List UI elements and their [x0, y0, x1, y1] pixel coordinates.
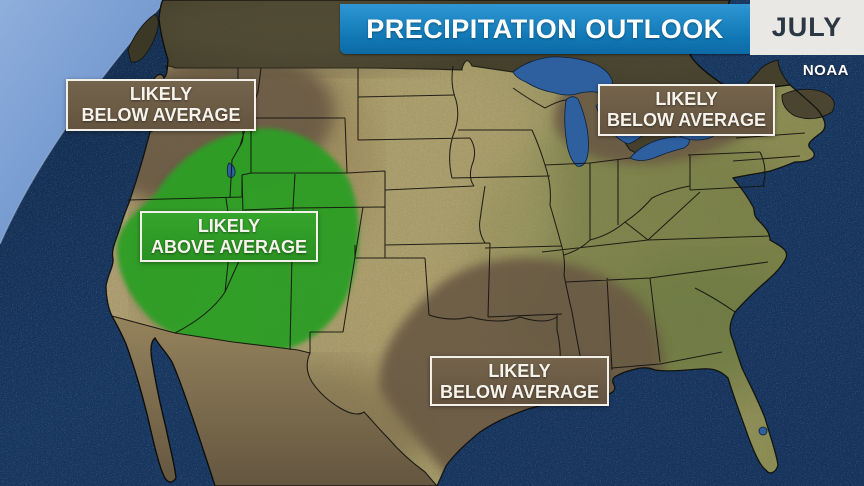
label-line2: BELOW AVERAGE [606, 110, 766, 131]
period-label: JULY [771, 12, 843, 42]
nova-scotia [781, 88, 835, 120]
label-line1: LIKELY [655, 89, 718, 109]
label-south-below-average: LIKELY BELOW AVERAGE [430, 356, 609, 406]
label-line2: BELOW AVERAGE [81, 105, 241, 126]
vancouver-island [127, 13, 159, 63]
label-northwest-below-average: LIKELY BELOW AVERAGE [66, 79, 256, 131]
page-title: PRECIPITATION OUTLOOK [366, 13, 724, 44]
label-line2: ABOVE AVERAGE [150, 237, 308, 258]
lake-okeechobee [758, 426, 768, 436]
lake-erie [629, 136, 690, 161]
label-line1: LIKELY [197, 216, 261, 236]
label-southwest-above-average: LIKELY ABOVE AVERAGE [140, 211, 318, 262]
label-line1: LIKELY [488, 361, 551, 381]
period-box: JULY [750, 0, 864, 55]
title-bar: PRECIPITATION OUTLOOK [340, 4, 750, 54]
lake-michigan [564, 96, 589, 167]
label-line1: LIKELY [129, 84, 193, 104]
label-line2: BELOW AVERAGE [439, 382, 599, 403]
attribution-noaa: NOAA [802, 62, 849, 79]
label-northeast-below-average: LIKELY BELOW AVERAGE [598, 84, 775, 136]
